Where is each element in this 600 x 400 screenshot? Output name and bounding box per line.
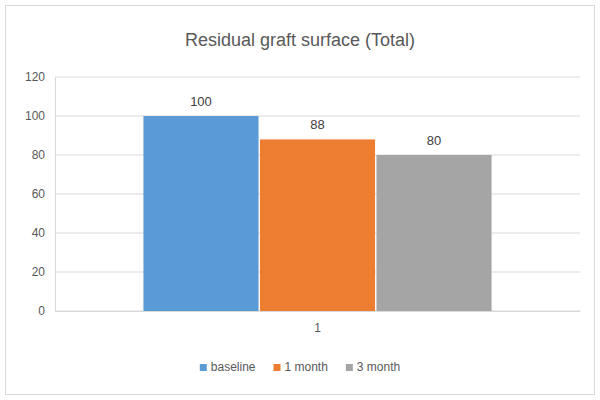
y-tick-label: 40 [32, 226, 46, 240]
legend: baseline 1 month 3 month [200, 360, 400, 374]
legend-swatch [346, 364, 353, 371]
legend-label: baseline [211, 360, 256, 374]
chart-frame [6, 6, 595, 395]
legend-swatch [200, 364, 207, 371]
y-tick-label: 80 [32, 148, 46, 162]
y-tick-label: 120 [25, 70, 45, 84]
chart: Residual graft surface (Total)0204060801… [0, 0, 600, 400]
bar [143, 116, 258, 311]
y-tick: 100 [25, 109, 55, 123]
plot: 0 20 40 60 80 100 120 1 100 88 80 [25, 70, 581, 334]
data-label: 100 [190, 94, 212, 109]
legend-label: 3 month [357, 360, 400, 374]
y-tick-label: 60 [32, 187, 46, 201]
grid-line [55, 77, 580, 78]
y-tick: 0 [38, 304, 55, 318]
y-tick: 120 [25, 70, 55, 84]
legend-item: baseline [200, 360, 256, 374]
legend-item: 3 month [346, 360, 400, 374]
legend-item: 1 month [273, 360, 327, 374]
y-tick-label: 100 [25, 109, 45, 123]
data-labels: 100 88 80 [190, 94, 441, 148]
y-axis-line [55, 78, 56, 312]
y-axis: 0 20 40 60 80 100 120 [25, 70, 56, 318]
legend-label: 1 month [284, 360, 327, 374]
y-tick: 80 [32, 148, 55, 162]
y-tick-label: 0 [38, 304, 45, 318]
y-tick: 60 [32, 187, 55, 201]
bar [260, 139, 375, 311]
bar [376, 155, 491, 311]
y-tick: 20 [32, 265, 55, 279]
x-tick: 1 [314, 311, 321, 335]
title: Residual graft surface (Total) [185, 30, 415, 50]
x-axis: 1 [56, 311, 581, 335]
grid-line [55, 116, 580, 117]
data-label: 88 [310, 117, 324, 132]
legend-swatch [273, 364, 280, 371]
x-tick-label: 1 [314, 321, 321, 335]
data-label: 80 [427, 133, 441, 148]
y-tick-label: 20 [32, 265, 46, 279]
y-tick: 40 [32, 226, 55, 240]
grid [55, 77, 580, 311]
bars [143, 116, 491, 311]
x-axis-line [56, 311, 581, 312]
